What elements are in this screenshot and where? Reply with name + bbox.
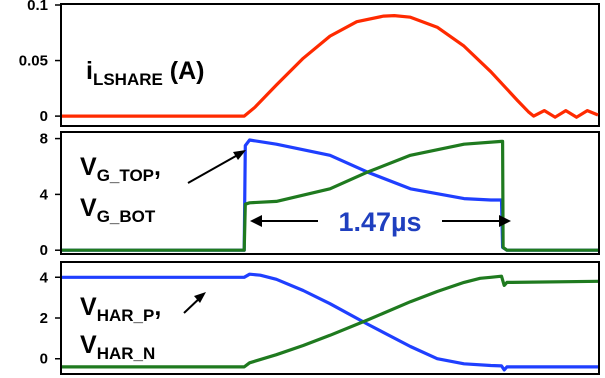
y-tick-label: 0 <box>40 242 48 259</box>
label-subscript: G_BOT <box>97 207 156 226</box>
plot-frame <box>60 131 600 255</box>
y-ticks: 0 4 8 <box>40 131 61 259</box>
series-label-ilshare: iLSHARE (A) <box>86 57 205 89</box>
panel-vhar: 024 VHAR_P, VHAR_N <box>40 261 600 375</box>
series-line-1 <box>62 139 598 252</box>
y-tick-label: 4 <box>40 186 49 203</box>
y-tick-label: 0 <box>40 108 48 125</box>
label-tail: , <box>154 293 161 321</box>
series-line-0 <box>62 14 599 119</box>
duration-arrowhead-left <box>250 215 262 227</box>
y-ticks: 0 0.05 0.1 <box>19 0 61 125</box>
label-arrow <box>187 151 244 184</box>
duration-arrowhead-right <box>499 215 511 227</box>
label-main: i <box>86 57 93 85</box>
label-arrow-head <box>194 292 206 303</box>
series-label-vg-bot: VG_BOT <box>80 194 156 226</box>
series-group <box>62 138 598 252</box>
label-subscript: HAR_N <box>97 344 156 363</box>
series-label-vhar-n: VHAR_N <box>80 331 155 363</box>
y-tick-label: 0.1 <box>27 0 48 14</box>
label-subscript: G_TOP <box>97 166 154 185</box>
label-main: V <box>80 331 97 359</box>
series-line-0 <box>62 272 598 372</box>
label-tail: (A) <box>163 57 205 85</box>
label-main: V <box>80 153 97 181</box>
y-tick-label: 2 <box>40 310 48 327</box>
label-main: V <box>80 293 97 321</box>
series-label-vg-top: VG_TOP, <box>80 153 161 185</box>
series-group <box>62 14 599 119</box>
duration-annotation: 1.47µs <box>338 207 421 237</box>
label-main: V <box>80 194 97 222</box>
y-tick-label: 0 <box>40 351 48 368</box>
label-tail: , <box>154 153 161 181</box>
y-tick-label: 0.05 <box>19 53 48 70</box>
plot-frame <box>60 3 600 127</box>
series-label-vhar-p: VHAR_P, <box>80 293 161 325</box>
y-tick-label: 8 <box>40 131 48 148</box>
series-group <box>62 272 599 372</box>
y-tick-label: 4 <box>40 269 49 286</box>
y-ticks: 0 2 4 <box>40 269 61 368</box>
label-arrow-head <box>233 150 246 160</box>
series-line-1 <box>62 274 599 369</box>
panel-vg: 048 VG_TOP, VG_BOT 1.47µs <box>40 131 600 259</box>
panel-ilshare: 0 0.05 0.1 iLSHARE (A) <box>19 0 600 127</box>
label-subscript: LSHARE <box>93 70 163 89</box>
series-line-0 <box>62 138 598 252</box>
label-subscript: HAR_P <box>97 306 155 325</box>
